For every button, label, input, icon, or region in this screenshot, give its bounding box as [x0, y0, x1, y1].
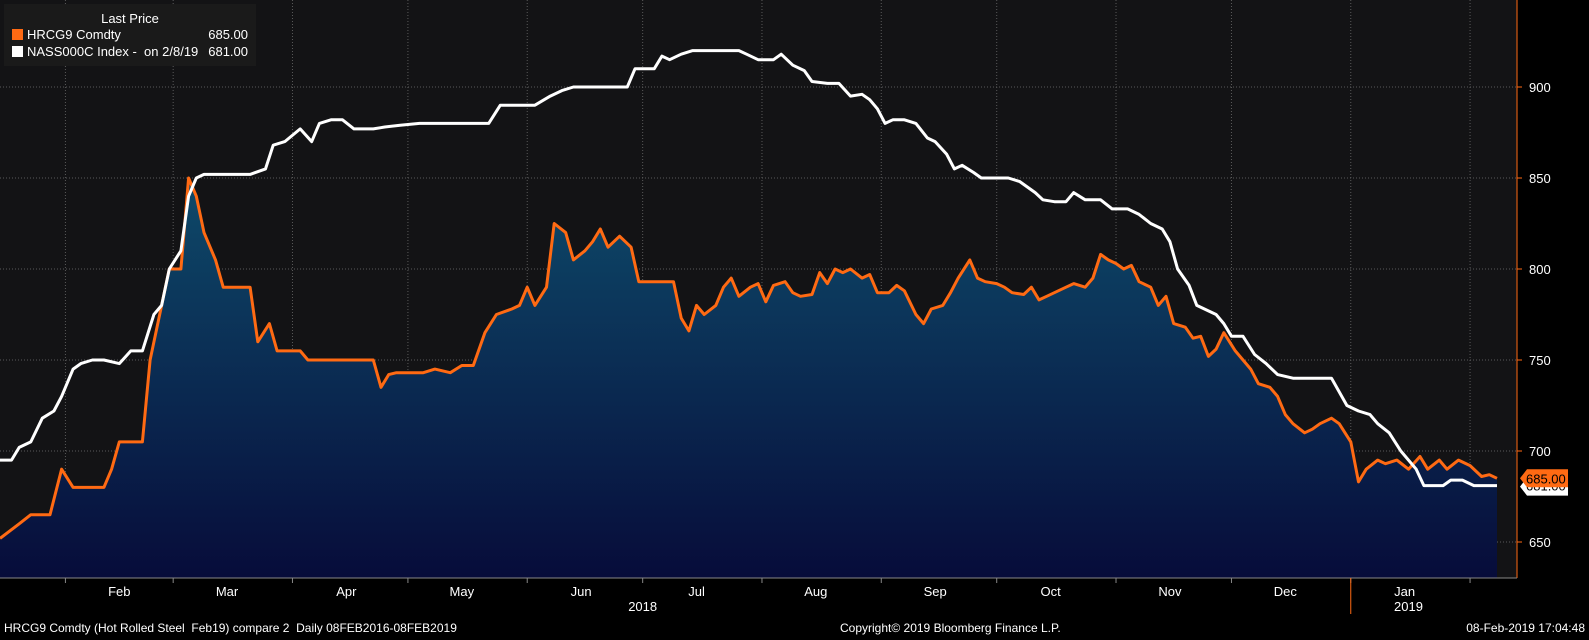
- y-tick-label: 650: [1529, 535, 1551, 550]
- legend-series-value: 685.00: [208, 27, 248, 42]
- y-tick-label: 800: [1529, 262, 1551, 277]
- legend-item-hrcg9: HRCG9 Comdty 685.00: [12, 27, 248, 43]
- x-tick-label: May: [450, 584, 475, 599]
- year-label: 2019: [1394, 599, 1423, 614]
- x-tick-label: Jan: [1394, 584, 1415, 599]
- x-tick-label: Apr: [336, 584, 357, 599]
- year-label: 2018: [628, 599, 657, 614]
- footer-description: HRCG9 Comdty (Hot Rolled Steel Feb19) co…: [4, 621, 457, 635]
- last-value-tag-orange: [1520, 469, 1568, 488]
- last-value-orange: 685.00: [1526, 471, 1566, 486]
- legend-item-nass000c: NASS000C Index - on 2/8/19 681.00: [12, 44, 248, 60]
- legend-series-name: HRCG9 Comdty: [27, 27, 121, 42]
- x-tick-label: Dec: [1274, 584, 1298, 599]
- legend: Last Price HRCG9 Comdty 685.00 NASS000C …: [4, 4, 256, 66]
- x-tick-label: Feb: [108, 584, 130, 599]
- footer-copyright: Copyright© 2019 Bloomberg Finance L.P.: [840, 621, 1061, 635]
- axes: 650 700 750 800 850 900 Feb Mar Apr May Jun Jul Aug S…: [0, 0, 1551, 614]
- x-tick-label: Jun: [571, 584, 592, 599]
- y-tick-label: 700: [1529, 444, 1551, 459]
- x-tick-label: Aug: [804, 584, 827, 599]
- last-value-labels: 681.00685.00: [1520, 469, 1568, 496]
- y-tick-label: 850: [1529, 171, 1551, 186]
- x-tick-label: Oct: [1040, 584, 1061, 599]
- legend-series-value: 681.00: [208, 44, 248, 59]
- x-tick-label: Sep: [924, 584, 947, 599]
- legend-header: Last Price: [101, 11, 159, 26]
- x-tick-label: Mar: [216, 584, 239, 599]
- hrcg9-area-fill: [0, 178, 1497, 578]
- orange-swatch: [12, 29, 23, 40]
- footer-timestamp: 08-Feb-2019 17:04:48: [1466, 621, 1585, 635]
- x-tick-label: Nov: [1158, 584, 1182, 599]
- legend-series-name: NASS000C Index - on 2/8/19: [27, 44, 199, 59]
- white-swatch: [12, 46, 23, 57]
- x-tick-label: Jul: [688, 584, 705, 599]
- y-tick-label: 900: [1529, 80, 1551, 95]
- y-tick-label: 750: [1529, 353, 1551, 368]
- hrcg9-series-line: [0, 176, 1498, 540]
- nass000c-series-line: [0, 49, 1497, 488]
